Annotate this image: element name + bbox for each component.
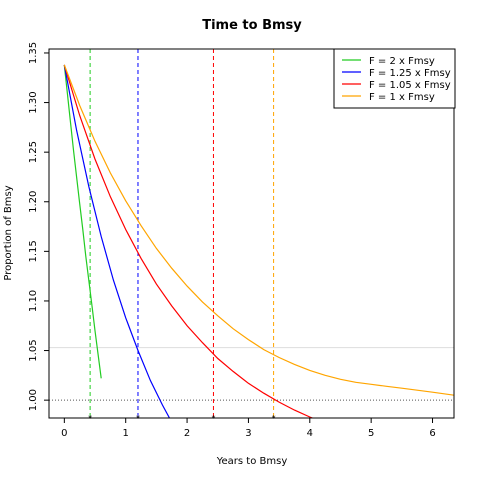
series-line-2: [63, 64, 314, 418]
x-tick-label-3: 3: [245, 428, 251, 439]
legend-label-3: F = 1 x Fmsy: [369, 92, 435, 103]
y-tick-label-6: 1.30: [28, 91, 39, 113]
x-tick-label-2: 2: [184, 428, 190, 439]
y-tick-label-1: 1.05: [28, 339, 39, 361]
y-tick-label-5: 1.25: [28, 141, 39, 163]
series-line-3: [63, 64, 454, 396]
legend-box: [333, 48, 456, 109]
series-line-0: [63, 64, 102, 379]
legend-label-2: F = 1.05 x Fmsy: [369, 80, 451, 91]
series-line-1: [63, 64, 171, 418]
y-tick-label-0: 1.00: [28, 389, 39, 411]
legend-label-1: F = 1.25 x Fmsy: [369, 68, 451, 79]
plot-area: * * * *0 1 2 3 4 5 61.001.051.101.151.201.251.301…: [28, 42, 456, 439]
y-tick-label-7: 1.35: [28, 42, 39, 64]
legend-label-0: F = 2 x Fmsy: [369, 56, 435, 67]
x-tick-label-4: 4: [307, 428, 313, 439]
y-tick-label-4: 1.20: [28, 191, 39, 213]
y-tick-label-2: 1.10: [28, 290, 39, 312]
chart-title: Time to Bmsy: [202, 18, 302, 33]
x-tick-label-6: 6: [429, 428, 435, 439]
y-tick-label-3: 1.15: [28, 240, 39, 262]
x-tick-label-0: 0: [61, 428, 67, 439]
plot-frame: [48, 48, 455, 419]
y-axis-title: Proportion of Bmsy: [3, 185, 14, 280]
x-tick-label-1: 1: [123, 428, 129, 439]
x-axis-title: Years to Bmsy: [216, 456, 288, 467]
x-tick-label-5: 5: [368, 428, 374, 439]
